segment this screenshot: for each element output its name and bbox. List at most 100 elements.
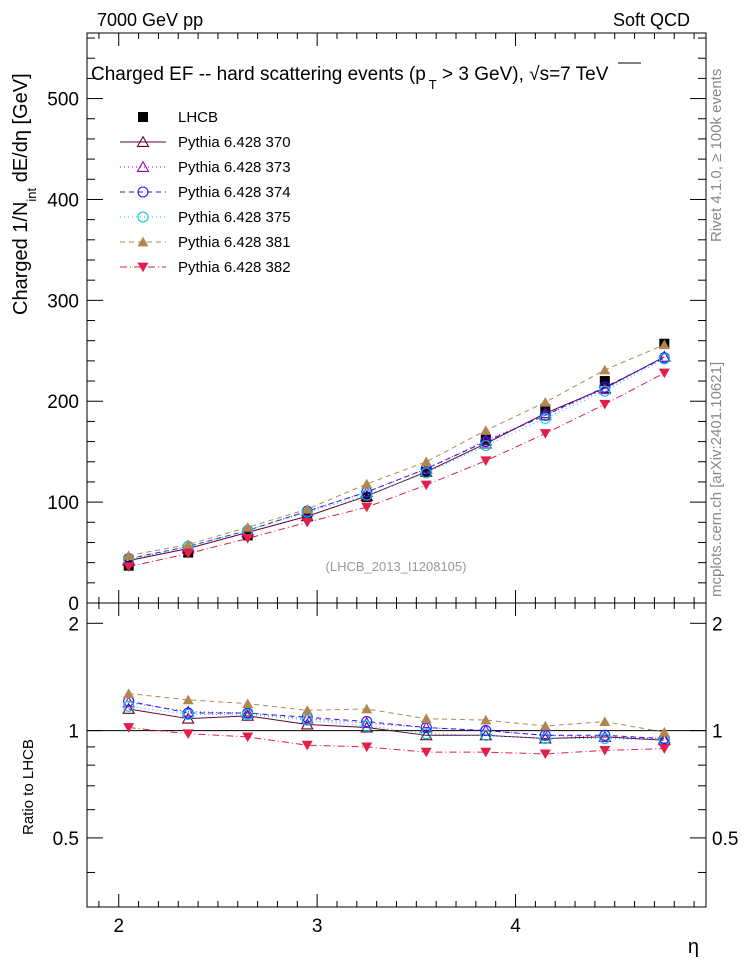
legend-entry: Pythia 6.428 382 bbox=[120, 259, 291, 276]
legend-entry: Pythia 6.428 374 bbox=[120, 184, 291, 201]
ratio-y-tick-label-right: 2 bbox=[712, 614, 723, 635]
x-axis-label: η bbox=[688, 936, 699, 958]
ratio-point bbox=[361, 716, 373, 728]
ratio-line bbox=[128, 701, 665, 740]
ratio-point bbox=[361, 703, 373, 714]
data-point bbox=[480, 436, 492, 448]
series-pythia-6-428-370 bbox=[122, 350, 671, 566]
ratio-point bbox=[480, 747, 492, 758]
series-pythia-6-428-382 bbox=[123, 368, 670, 572]
ratio-panel: 2 3 4 0.5 0.5 1 1 2 2 Ratio to LHCB η bbox=[20, 602, 738, 958]
series-line bbox=[128, 356, 665, 562]
legend-entry: Pythia 6.428 373 bbox=[120, 159, 291, 176]
ratio-point bbox=[241, 709, 255, 721]
series-pythia-6-428-375 bbox=[123, 353, 670, 566]
ratio-point bbox=[539, 749, 551, 760]
title-part-1: Charged EF -- hard scattering events (p bbox=[91, 64, 426, 85]
x-tick-label: 2 bbox=[113, 916, 124, 937]
ratio-series bbox=[122, 688, 671, 760]
ratio-point bbox=[360, 716, 374, 728]
ratio-point bbox=[599, 745, 611, 756]
ratio-point bbox=[419, 728, 433, 741]
data-point bbox=[539, 429, 551, 439]
ratio-point bbox=[419, 721, 433, 733]
ratio-point bbox=[420, 747, 432, 758]
data-point bbox=[599, 376, 610, 387]
ratio-point bbox=[539, 732, 551, 745]
legend-marker bbox=[137, 186, 149, 198]
data-point bbox=[420, 480, 432, 491]
legend-label: Pythia 6.428 375 bbox=[178, 209, 291, 226]
data-point bbox=[539, 409, 551, 421]
series-line bbox=[128, 372, 665, 568]
data-point bbox=[539, 412, 551, 424]
series-pythia-6-428-374 bbox=[123, 352, 670, 565]
ratio-point bbox=[480, 725, 492, 737]
legend-marker bbox=[138, 112, 148, 122]
data-point bbox=[480, 440, 492, 452]
data-point bbox=[420, 456, 432, 467]
ratio-point bbox=[480, 714, 492, 725]
data-point bbox=[123, 550, 135, 560]
ratio-y-tick-label: 0.5 bbox=[53, 829, 79, 850]
data-point bbox=[361, 489, 373, 501]
ratio-line bbox=[128, 700, 665, 740]
main-ticks: 0 100 200 300 400 500 bbox=[47, 33, 706, 615]
ratio-line bbox=[128, 727, 665, 755]
ratio-point bbox=[123, 688, 135, 698]
ratio-point bbox=[479, 724, 493, 736]
title-sqrt: √ bbox=[529, 64, 540, 85]
ratio-point bbox=[658, 726, 670, 737]
data-point bbox=[539, 397, 551, 407]
data-point bbox=[242, 522, 254, 532]
data-point bbox=[182, 549, 194, 559]
ratio-point bbox=[361, 720, 373, 732]
ylabel-subscript: int bbox=[24, 187, 39, 201]
data-point bbox=[123, 562, 135, 572]
series-line bbox=[128, 344, 665, 557]
data-point bbox=[538, 409, 552, 421]
series-pythia-6-428-381 bbox=[123, 339, 670, 560]
data-point bbox=[658, 368, 670, 379]
ratio-point bbox=[122, 702, 136, 714]
ratio-point bbox=[123, 700, 135, 712]
legend-marker bbox=[137, 211, 149, 223]
legend-entry: Pythia 6.428 375 bbox=[120, 209, 291, 226]
chart-title: Charged EF -- hard scattering events (p T… bbox=[91, 64, 609, 92]
main-y-axis-label: Charged 1/Nint dE/dη [GeV] bbox=[10, 73, 39, 315]
legend-label: Pythia 6.428 374 bbox=[178, 184, 291, 201]
ratio-point bbox=[598, 730, 612, 742]
ratio-point bbox=[599, 729, 611, 741]
title-part-2: > 3 GeV), bbox=[437, 64, 529, 85]
ratio-point bbox=[658, 744, 670, 754]
ratio-series-pythia-6-428-381 bbox=[123, 688, 670, 737]
category-label: Soft QCD bbox=[613, 10, 690, 30]
data-point bbox=[360, 485, 374, 497]
ratio-point bbox=[182, 694, 194, 705]
ratio-point bbox=[242, 732, 254, 743]
ratio-series-pythia-6-428-375 bbox=[123, 700, 670, 746]
ratio-series-pythia-6-428-382 bbox=[123, 723, 670, 760]
legend-marker bbox=[137, 262, 149, 273]
ratio-point bbox=[242, 708, 254, 720]
x-tick-label: 3 bbox=[312, 916, 323, 937]
ratio-y-tick-label: 2 bbox=[68, 614, 79, 635]
data-point bbox=[361, 502, 373, 513]
main-y-tick-label: 100 bbox=[47, 493, 79, 514]
ratio-point bbox=[182, 708, 194, 720]
main-panel: 0 100 200 300 400 500 Charged EF -- hard scat… bbox=[10, 32, 707, 615]
data-point bbox=[302, 509, 313, 520]
data-point bbox=[182, 539, 194, 549]
data-point bbox=[657, 350, 671, 362]
data-point bbox=[658, 339, 670, 350]
data-point bbox=[420, 467, 432, 479]
legend-entry: Pythia 6.428 381 bbox=[120, 234, 291, 251]
ratio-point bbox=[480, 729, 492, 741]
ratio-point bbox=[361, 742, 373, 753]
series-line bbox=[128, 357, 665, 560]
data-point bbox=[599, 399, 611, 410]
ratio-point bbox=[301, 714, 313, 726]
ratio-y-tick-label-right: 0.5 bbox=[712, 829, 738, 850]
ratio-ticks: 2 3 4 0.5 0.5 1 1 2 2 bbox=[53, 603, 738, 937]
